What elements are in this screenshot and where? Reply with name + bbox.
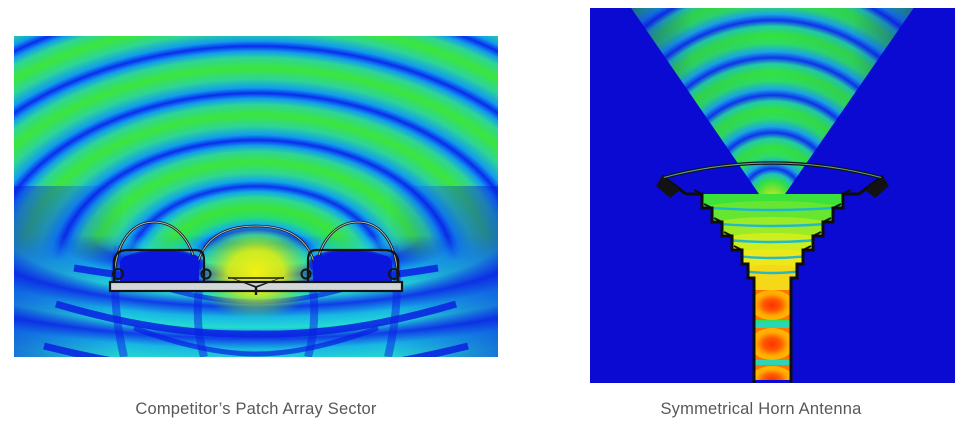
patch-array-hotspot bbox=[194, 224, 318, 320]
panel-horn-antenna[interactable] bbox=[590, 8, 955, 383]
patch-array-svg bbox=[14, 36, 498, 357]
patch-array-geometry bbox=[108, 220, 404, 295]
patch-array-right-shadow bbox=[388, 186, 498, 357]
horn-left-wall bbox=[686, 192, 756, 383]
horn-right-wall bbox=[789, 192, 859, 383]
panel-patch-array[interactable] bbox=[14, 36, 498, 357]
patch-array-left-shadow bbox=[14, 186, 124, 357]
caption-horn-antenna: Symmetrical Horn Antenna bbox=[660, 400, 862, 418]
patch-array-field-plot bbox=[14, 36, 498, 357]
horn-antenna-svg bbox=[590, 8, 955, 383]
caption-patch-array: Competitor’s Patch Array Sector bbox=[135, 400, 377, 418]
horn-antenna-field-plot bbox=[590, 8, 955, 383]
